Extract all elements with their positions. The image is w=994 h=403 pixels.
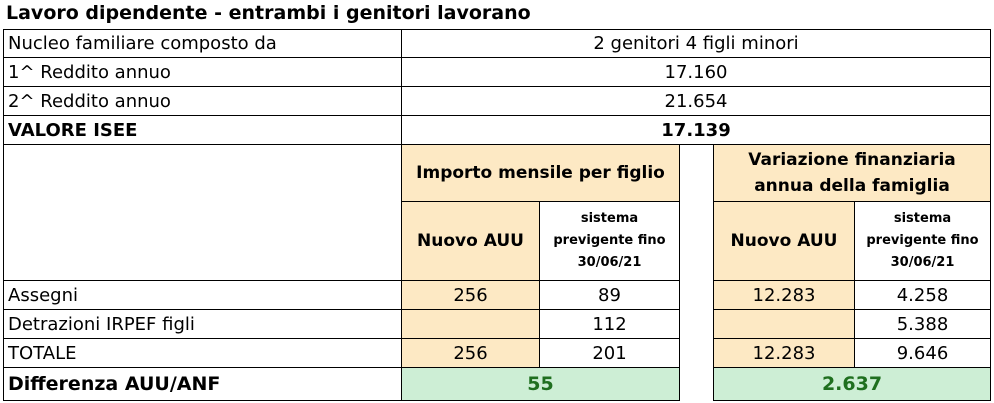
row-assegni-monthly-old: 89 <box>539 280 680 310</box>
row-assegni-annual-new: 12.283 <box>713 280 855 310</box>
row-label-detrazioni: Detrazioni IRPEF figli <box>3 309 402 339</box>
info-label-income-2: 2^ Reddito annuo <box>3 86 402 116</box>
difference-annual-value: 2.637 <box>713 367 991 401</box>
difference-monthly-value: 55 <box>401 367 680 401</box>
row-assegni-annual-old: 4.258 <box>854 280 991 310</box>
row-detrazioni-annual-old: 5.388 <box>854 309 991 339</box>
info-value-family: 2 genitori 4 figli minori <box>401 29 991 58</box>
row-assegni-monthly-new: 256 <box>401 280 540 310</box>
header-monthly-group: Importo mensile per figlio <box>401 144 680 202</box>
row-label-assegni: Assegni <box>3 280 402 310</box>
row-detrazioni-monthly-new <box>401 309 540 339</box>
row-totale-annual-new: 12.283 <box>713 338 855 368</box>
row-totale-monthly-old: 201 <box>539 338 680 368</box>
difference-label: Differenza AUU/ANF <box>3 367 402 401</box>
row-label-totale: TOTALE <box>3 338 402 368</box>
info-label-family: Nucleo familiare composto da <box>3 29 402 58</box>
header-monthly-previous: sistema previgente fino 30/06/21 <box>539 201 680 281</box>
info-label-isee: VALORE ISEE <box>3 115 402 145</box>
page-title: Lavoro dipendente - entrambi i genitori … <box>6 2 531 24</box>
row-detrazioni-monthly-old: 112 <box>539 309 680 339</box>
row-totale-monthly-new: 256 <box>401 338 540 368</box>
info-value-income-2: 21.654 <box>401 86 991 116</box>
header-annual-group: Variazione finanziaria annua della famig… <box>713 144 991 202</box>
row-totale-annual-old: 9.646 <box>854 338 991 368</box>
header-empty-cell <box>3 144 402 281</box>
info-value-isee: 17.139 <box>401 115 991 145</box>
info-label-income-1: 1^ Reddito annuo <box>3 57 402 87</box>
info-value-income-1: 17.160 <box>401 57 991 87</box>
header-annual-previous: sistema previgente fino 30/06/21 <box>854 201 991 281</box>
row-detrazioni-annual-new <box>713 309 855 339</box>
header-annual-new-auu: Nuovo AUU <box>713 201 855 281</box>
header-monthly-new-auu: Nuovo AUU <box>401 201 540 281</box>
